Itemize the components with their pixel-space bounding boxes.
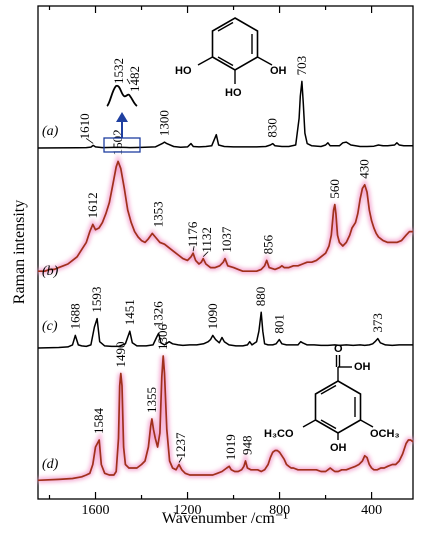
peak-label: 880 [253,287,268,307]
bond [302,419,316,428]
leader-line [85,138,94,144]
peak-label: 1300 [157,110,172,136]
spectrum-line [37,80,413,149]
panel-label: (d) [42,457,59,472]
hydroxyl-label: HO [175,65,192,77]
leader-line [192,246,195,252]
spectrum-line [37,355,414,482]
panel-d: (d) 1584 1490 1355 1306 1237 1019 948 [37,324,415,483]
panel-label: (a) [42,124,59,139]
peak-label: 430 [357,159,372,179]
double-bond [217,56,234,67]
x-tick-label: 400 [361,503,382,518]
peak-label: 1688 [67,303,82,329]
zoom-arrowhead [116,112,128,122]
peak-label: 1090 [205,303,220,329]
peak-label: 1482 [127,66,142,92]
peak-label: 948 [240,436,255,456]
peak-label: 1019 [223,434,238,460]
leader-line [178,457,183,463]
double-bond [320,384,337,395]
benzene-ring [211,17,259,71]
peak-label: 1326 [151,301,166,328]
pyrogallol-structure: HO OH HO [175,17,287,99]
peak-label: 373 [370,313,385,333]
leader-line [202,251,209,257]
x-axis-ticks: 1600 1200 800 400 [48,6,382,518]
peak-label: 703 [294,56,309,76]
hydroxyl-label: OH [330,442,347,454]
bond [257,56,273,66]
benzene-ring [314,380,362,434]
carbonyl-label: O [334,343,343,355]
leader-line [126,78,131,85]
x-tick-label: 1200 [174,503,202,518]
peak-label: 1037 [219,226,234,253]
peak-label: 1612 [85,192,100,218]
syringic-acid-structure: OH O H₃CO OH OCH₃ [264,343,400,454]
peak-label: 1306 [155,324,170,351]
peak-label: 1176 [185,221,200,247]
peak-label: 1490 [113,342,128,368]
bond [197,56,213,66]
panel-label: (c) [42,319,58,334]
peak-label: 1593 [89,287,104,313]
inset-spectrum [106,84,138,107]
peak-label: 1610 [77,113,92,139]
peak-label: 856 [261,234,276,254]
x-tick-label: 1600 [82,503,110,518]
y-axis-title: Raman intensity [11,200,28,304]
inset-zoom: 1532 1482 [103,58,142,153]
peak-label: 560 [327,179,342,199]
double-bond [320,419,337,430]
panel-a: (a) 1610 1300 830 703 [37,56,413,149]
peak-label: 1532 [111,58,126,84]
x-axis-title: Wavenumber /cm⁻¹ [162,510,288,527]
peak-label: 1132 [199,227,214,253]
panel-label: (b) [42,264,59,279]
peak-label: 1355 [144,387,159,413]
hydroxyl-label: OH [270,65,287,77]
methoxy-label: OCH₃ [370,428,400,440]
peak-label: 1584 [91,408,106,435]
spectrum-line [37,311,413,349]
x-tick-label: 800 [269,503,290,518]
acid-label: OH [354,361,371,373]
hydroxyl-label: HO [225,87,242,99]
peak-label: 801 [271,314,286,334]
spectrum-line [38,160,413,273]
peak-label: 1237 [173,432,188,459]
bond [360,419,374,428]
peak-label: 1353 [150,201,165,227]
peak-label: 830 [265,118,280,138]
methoxy-label: H₃CO [264,428,294,440]
plot-frame [37,5,414,500]
peak-label: 1451 [122,299,137,325]
double-bond [217,21,234,32]
